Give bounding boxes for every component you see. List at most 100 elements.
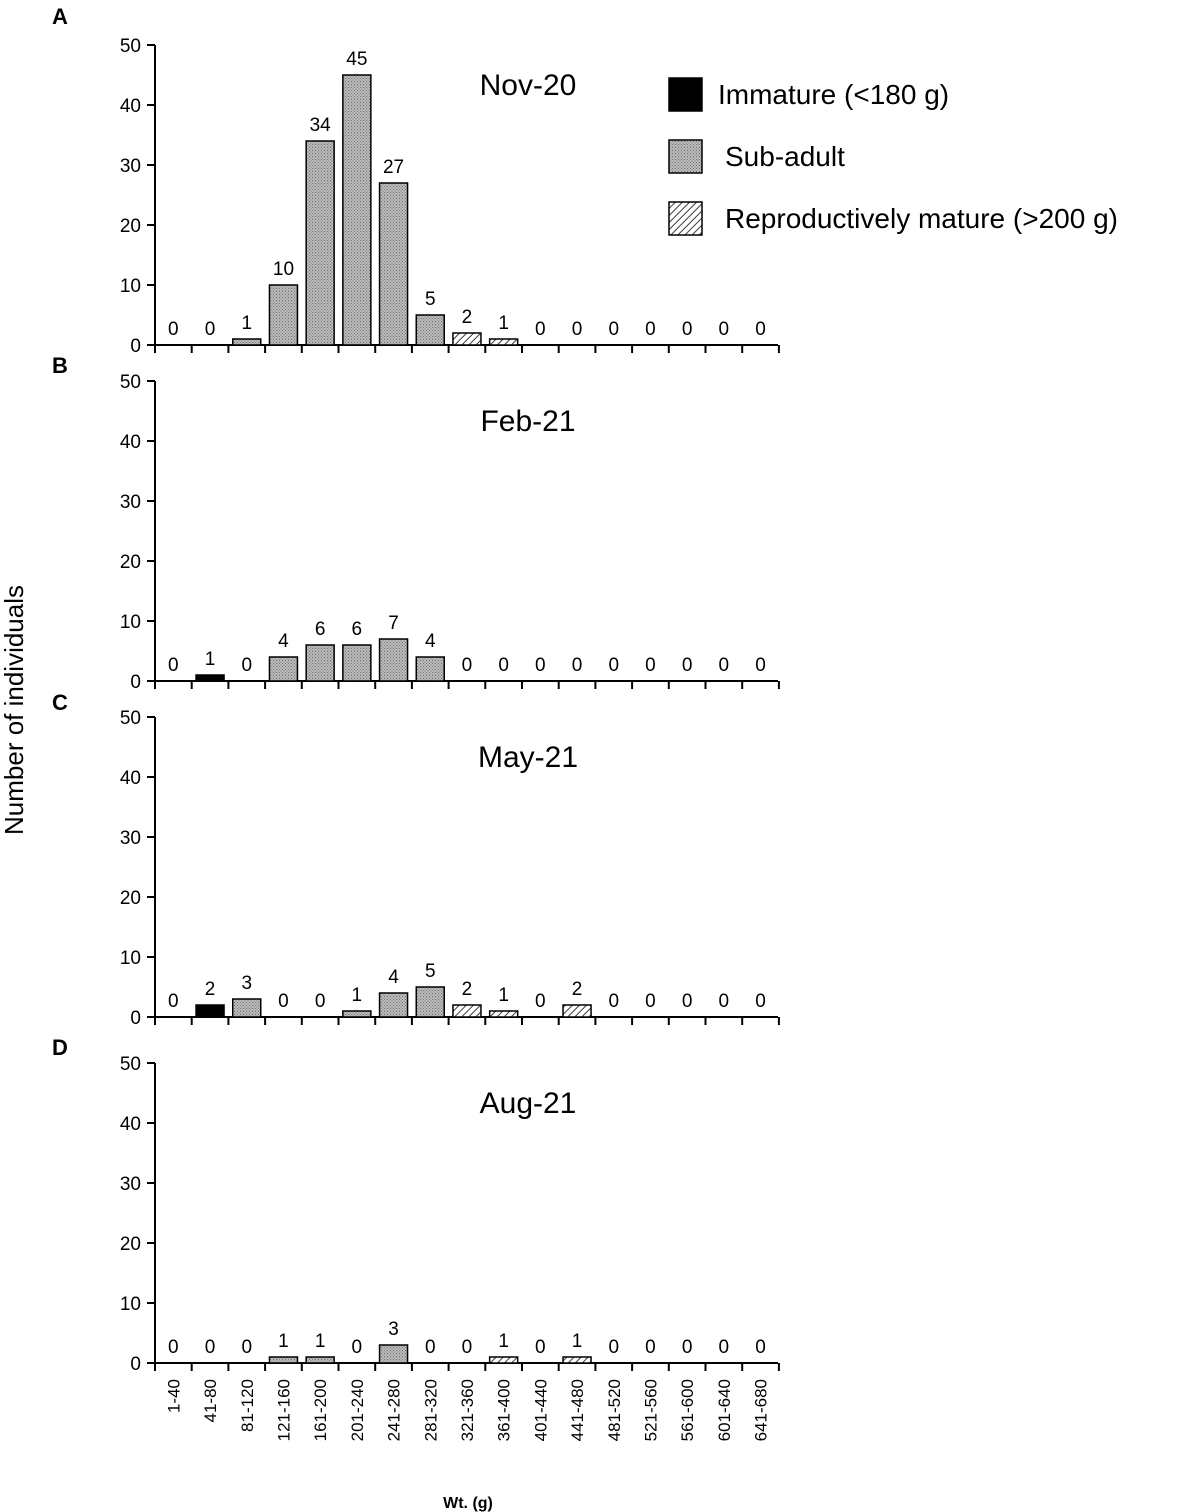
- y-tick-label: 30: [120, 492, 141, 513]
- y-tick-label: 30: [120, 1174, 141, 1195]
- bar-81-120: [232, 338, 262, 346]
- y-tick-label: 50: [120, 372, 141, 393]
- data-label: 0: [315, 991, 326, 1012]
- y-tick-label: 40: [120, 96, 141, 117]
- x-tick-label: 281-320: [421, 1379, 440, 1441]
- bar-161-200: [305, 140, 335, 346]
- bar-241-280: [378, 1344, 409, 1364]
- data-label: 0: [278, 991, 289, 1012]
- y-tick-label: 10: [120, 612, 141, 633]
- data-label: 2: [462, 979, 473, 1000]
- data-label: 0: [719, 655, 730, 676]
- y-tick-label: 20: [120, 216, 141, 237]
- data-label: 1: [241, 313, 252, 334]
- y-tick-label: 0: [130, 672, 141, 693]
- bar-41-80: [195, 1004, 225, 1018]
- bar-121-160: [268, 284, 299, 346]
- data-label: 0: [755, 319, 766, 340]
- y-tick-label: 30: [120, 156, 141, 177]
- legend-swatch-subadult: [668, 139, 703, 174]
- bar-241-280: [378, 638, 409, 682]
- data-label: 2: [572, 979, 583, 1000]
- data-label: 0: [241, 655, 252, 676]
- data-label: 0: [168, 1337, 179, 1358]
- data-label: 0: [168, 991, 179, 1012]
- data-label: 1: [315, 1331, 326, 1352]
- data-label: 0: [462, 1337, 473, 1358]
- y-tick-label: 0: [130, 1354, 141, 1375]
- data-label: 0: [719, 991, 730, 1012]
- data-label: 0: [755, 1337, 766, 1358]
- x-tick-label: 361-400: [495, 1379, 514, 1441]
- bar-121-160: [268, 1356, 299, 1364]
- data-label: 0: [645, 991, 656, 1012]
- data-label: 0: [168, 655, 179, 676]
- data-label: 0: [645, 1337, 656, 1358]
- data-label: 0: [535, 655, 546, 676]
- data-label: 0: [608, 319, 619, 340]
- y-tick-label: 0: [130, 336, 141, 357]
- bar-81-120: [232, 998, 262, 1018]
- data-label: 1: [498, 1331, 509, 1352]
- data-label: 10: [273, 259, 294, 280]
- data-label: 0: [755, 655, 766, 676]
- data-label: 1: [205, 649, 216, 670]
- data-label: 6: [352, 619, 363, 640]
- panel-letter: C: [52, 690, 68, 715]
- data-label: 3: [388, 1319, 399, 1340]
- data-label: 0: [535, 1337, 546, 1358]
- data-label: 0: [425, 1337, 436, 1358]
- data-label: 0: [645, 655, 656, 676]
- data-label: 0: [719, 319, 730, 340]
- y-tick-label: 10: [120, 276, 141, 297]
- panel-letter: A: [52, 4, 68, 29]
- data-label: 4: [388, 967, 399, 988]
- y-tick-label: 40: [120, 432, 141, 453]
- y-tick-label: 20: [120, 888, 141, 909]
- x-tick-label: 41-80: [201, 1379, 220, 1422]
- x-axis-label: Wt. (g): [443, 1495, 493, 1512]
- data-label: 0: [535, 991, 546, 1012]
- bar-241-280: [378, 992, 409, 1018]
- data-label: 1: [498, 985, 509, 1006]
- data-label: 0: [608, 655, 619, 676]
- bar-441-480: [562, 1356, 592, 1364]
- panel-title: Feb-21: [480, 405, 575, 438]
- x-tick-label: 81-120: [238, 1379, 257, 1432]
- bar-361-400: [488, 1010, 519, 1018]
- panel-title: Aug-21: [480, 1087, 577, 1120]
- data-label: 0: [535, 319, 546, 340]
- x-tick-label: 561-600: [678, 1379, 697, 1441]
- bar-41-80: [195, 674, 225, 682]
- panel-title: Nov-20: [480, 69, 577, 102]
- bar-321-360: [452, 1004, 482, 1018]
- y-tick-label: 50: [120, 708, 141, 729]
- y-tick-label: 40: [120, 768, 141, 789]
- data-label: 45: [346, 49, 367, 70]
- legend-label-mature: Reproductively mature (>200 g): [725, 203, 1118, 234]
- data-label: 0: [682, 991, 693, 1012]
- y-tick-label: 30: [120, 828, 141, 849]
- x-tick-label: 201-240: [348, 1379, 367, 1441]
- x-tick-label: 161-200: [311, 1379, 330, 1441]
- x-tick-label: 241-280: [385, 1379, 404, 1441]
- data-label: 0: [608, 991, 619, 1012]
- bar-201-240: [342, 74, 372, 346]
- x-tick-label: 481-520: [605, 1379, 624, 1441]
- data-label: 0: [205, 319, 216, 340]
- x-tick-label: 121-160: [274, 1379, 293, 1441]
- data-label: 27: [383, 157, 404, 178]
- data-label: 0: [682, 1337, 693, 1358]
- x-tick-label: 401-440: [531, 1379, 550, 1441]
- y-tick-label: 10: [120, 948, 141, 969]
- data-label: 1: [278, 1331, 289, 1352]
- panel-title: May-21: [478, 741, 578, 774]
- data-label: 0: [682, 319, 693, 340]
- data-label: 0: [498, 655, 509, 676]
- data-label: 0: [572, 319, 583, 340]
